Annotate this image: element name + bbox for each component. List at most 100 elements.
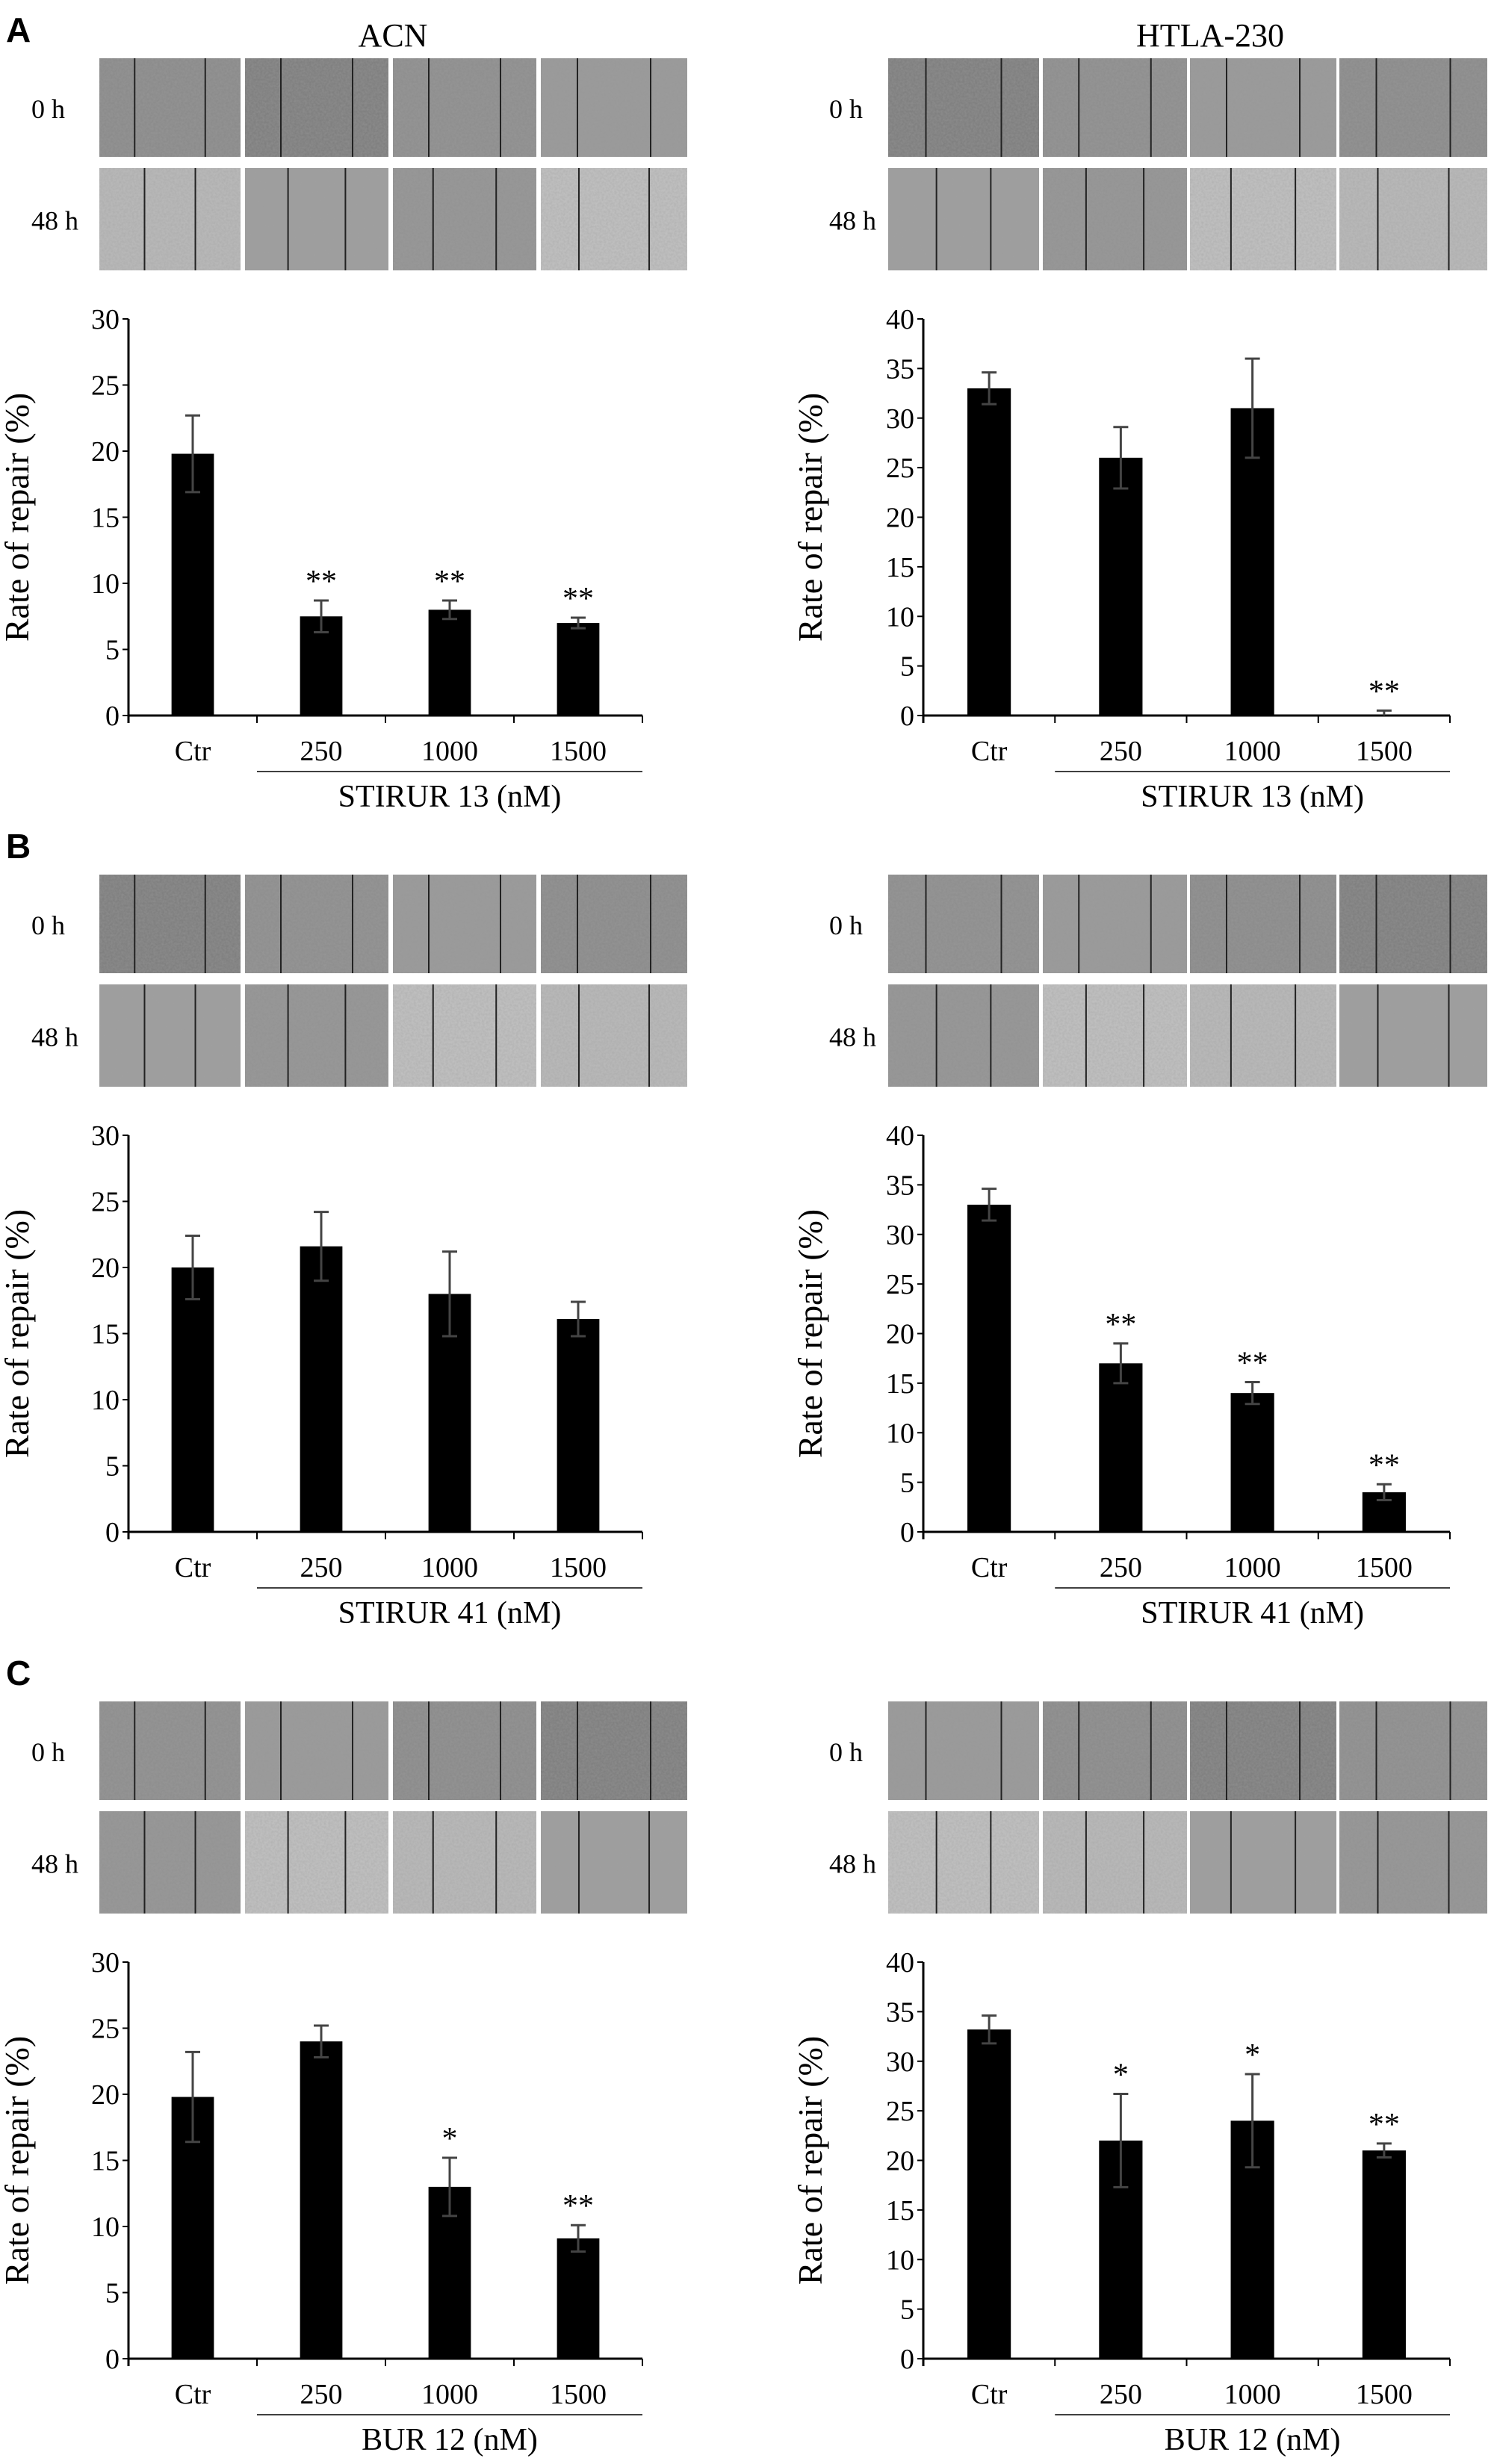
- y-tick-label: 15: [886, 2195, 914, 2226]
- y-axis-label: Rate of repair (%): [791, 1209, 829, 1458]
- y-tick-label: 30: [91, 304, 120, 335]
- micrograph-texture: [541, 984, 687, 1087]
- y-tick-label: 0: [105, 701, 120, 732]
- x-tick-label: Ctr: [971, 1552, 1008, 1583]
- x-tick-label: 1000: [1224, 736, 1281, 767]
- y-tick-label: 10: [886, 2244, 914, 2276]
- micrograph-texture: [393, 875, 536, 973]
- y-tick-label: 25: [91, 370, 120, 402]
- y-tick-label: 10: [91, 568, 120, 600]
- bar-250: [1099, 1363, 1143, 1532]
- micrograph-texture: [1043, 1811, 1187, 1914]
- y-tick-label: 0: [105, 1517, 120, 1548]
- x-tick-label: 250: [300, 1552, 343, 1583]
- x-tick-label: Ctr: [971, 2379, 1008, 2410]
- y-tick-label: 5: [900, 2294, 914, 2326]
- significance-marker: **: [1237, 1347, 1268, 1381]
- significance-marker: *: [1113, 2058, 1129, 2093]
- micrograph-texture: [245, 1701, 388, 1800]
- micrograph-texture: [99, 1811, 241, 1914]
- y-axis-label: Rate of repair (%): [0, 1209, 36, 1458]
- micrograph-texture: [1043, 168, 1187, 270]
- time-label: 48 h: [31, 1849, 78, 1879]
- micrograph-texture: [99, 984, 241, 1087]
- micrograph-texture: [888, 984, 1039, 1087]
- micrograph-texture: [1190, 168, 1336, 270]
- micrograph-texture: [245, 168, 388, 270]
- significance-marker: *: [1245, 2038, 1260, 2073]
- bar-Ctr: [967, 1204, 1011, 1532]
- y-tick-label: 10: [886, 601, 914, 633]
- x-tick-label: 1500: [550, 1552, 607, 1583]
- micrograph-texture: [99, 58, 241, 157]
- bar-Ctr: [967, 388, 1011, 716]
- significance-marker: **: [562, 582, 594, 616]
- micrograph-texture: [541, 875, 687, 973]
- time-label: 0 h: [31, 910, 65, 940]
- x-tick-label: 1000: [421, 736, 478, 767]
- x-tick-label: 1000: [421, 1552, 478, 1583]
- micrograph-texture: [1190, 1701, 1336, 1800]
- micrograph-texture: [245, 58, 388, 157]
- section-label-c: C: [6, 1654, 31, 1692]
- y-tick-label: 15: [886, 1368, 914, 1400]
- significance-marker: **: [306, 565, 337, 599]
- micrograph-texture: [888, 875, 1039, 973]
- x-tick-label: 1500: [550, 2379, 607, 2410]
- significance-marker: **: [1369, 674, 1400, 709]
- x-tick-label: 1500: [1356, 736, 1413, 767]
- micrograph-texture: [1339, 168, 1487, 270]
- y-tick-label: 20: [886, 503, 914, 534]
- micrograph-texture: [1339, 58, 1487, 157]
- y-tick-label: 30: [886, 2046, 914, 2078]
- micrograph-texture: [1339, 1811, 1487, 1914]
- y-tick-label: 30: [91, 1947, 120, 1979]
- x-tick-label: Ctr: [175, 1552, 211, 1583]
- x-tick-label: 250: [300, 736, 343, 767]
- y-axis-label: Rate of repair (%): [791, 393, 829, 642]
- micrograph-texture: [1339, 984, 1487, 1087]
- group-label: STIRUR 41 (nM): [338, 1596, 562, 1630]
- time-label: 48 h: [829, 1022, 876, 1052]
- micrograph-texture: [1339, 1701, 1487, 1800]
- bar-250: [1099, 457, 1143, 716]
- y-tick-label: 5: [900, 651, 914, 683]
- significance-marker: **: [434, 565, 465, 599]
- micrograph-texture: [393, 984, 536, 1087]
- bar-1500: [557, 623, 600, 716]
- time-label: 0 h: [31, 94, 65, 124]
- y-tick-label: 35: [886, 1996, 914, 2028]
- y-tick-label: 30: [91, 1120, 120, 1152]
- column-title-acn: ACN: [359, 17, 428, 54]
- significance-marker: **: [1369, 1448, 1400, 1483]
- micrograph-texture: [245, 984, 388, 1087]
- micrograph-texture: [99, 875, 241, 973]
- micrograph-texture: [393, 1701, 536, 1800]
- micrograph-texture: [888, 1811, 1039, 1914]
- micrograph-texture: [888, 1701, 1039, 1800]
- time-label: 0 h: [829, 910, 863, 940]
- y-tick-label: 25: [91, 2014, 120, 2045]
- y-tick-label: 20: [91, 436, 120, 468]
- micrograph-texture: [1339, 875, 1487, 973]
- y-axis-label: Rate of repair (%): [0, 2036, 36, 2285]
- y-tick-label: 0: [900, 1517, 914, 1548]
- x-tick-label: 1500: [1356, 2379, 1413, 2410]
- bar-1500: [557, 2238, 600, 2359]
- y-axis-label: Rate of repair (%): [791, 2036, 829, 2285]
- micrograph-texture: [99, 1701, 241, 1800]
- significance-marker: **: [562, 2189, 594, 2224]
- micrograph-texture: [99, 168, 241, 270]
- y-axis-label: Rate of repair (%): [0, 393, 36, 642]
- bar-1500: [1362, 2150, 1406, 2359]
- micrograph-texture: [393, 168, 536, 270]
- bar-Ctr: [171, 1267, 214, 1532]
- bar-1000: [428, 609, 471, 716]
- y-tick-label: 10: [91, 2212, 120, 2243]
- y-tick-label: 15: [91, 1319, 120, 1350]
- micrograph-texture: [1190, 58, 1336, 157]
- bar-1000: [1230, 408, 1274, 716]
- y-tick-label: 15: [91, 2146, 120, 2177]
- micrograph-texture: [541, 168, 687, 270]
